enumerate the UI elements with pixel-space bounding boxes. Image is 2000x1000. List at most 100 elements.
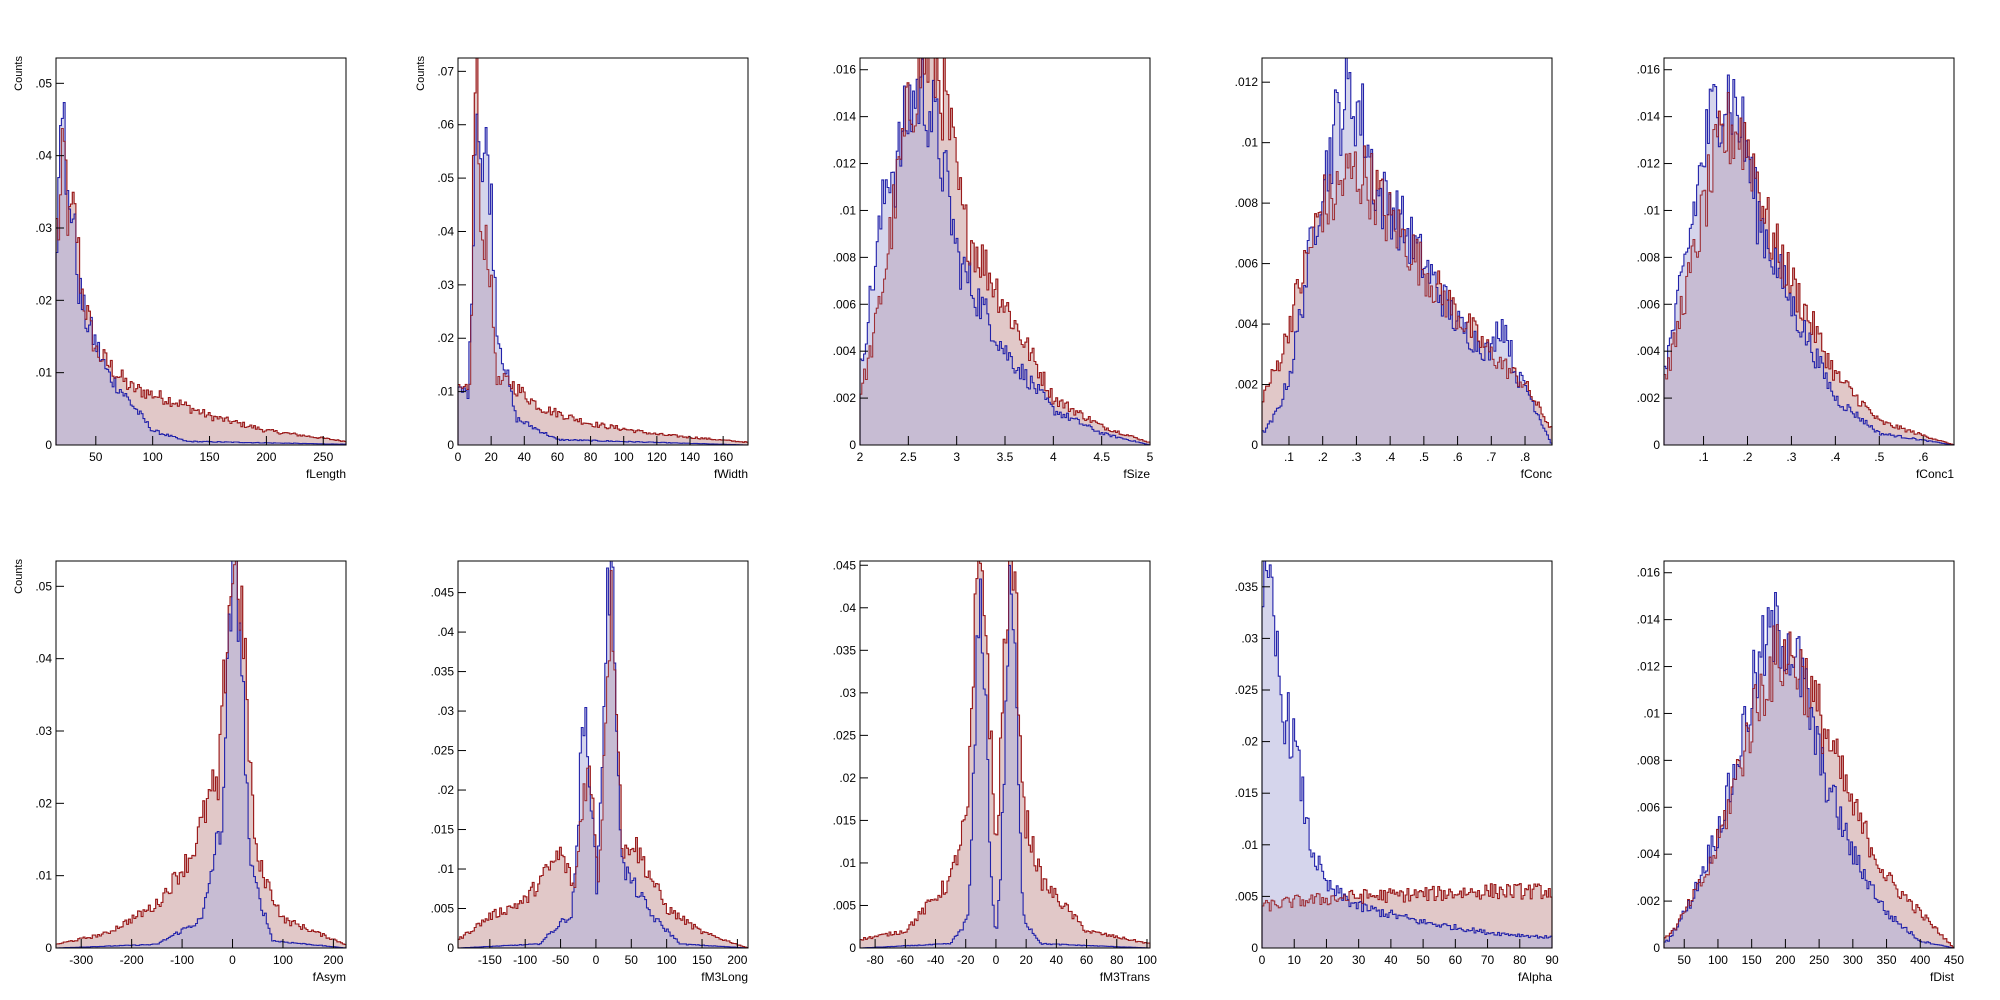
x-tick-label: 80 xyxy=(584,450,598,464)
plot-frame xyxy=(1663,560,1955,949)
background-histogram-outline xyxy=(457,570,749,949)
x-tick-label: 100 xyxy=(1708,953,1728,967)
x-axis-title: fM3Long xyxy=(701,970,748,984)
x-tick-label: 20 xyxy=(484,450,498,464)
y-tick-label: .016 xyxy=(1637,566,1661,580)
y-tick-label: .014 xyxy=(833,110,857,124)
y-tick-label: .03 xyxy=(437,278,454,292)
y-tick-label: .004 xyxy=(1637,344,1661,358)
x-axis-title: fAsym xyxy=(313,970,346,984)
x-tick-label: .2 xyxy=(1742,450,1752,464)
y-tick-label: .01 xyxy=(1643,203,1660,217)
x-axis-title: fSize xyxy=(1123,467,1150,481)
y-tick-label: .004 xyxy=(1637,847,1661,861)
y-tick-label: 0 xyxy=(45,438,52,452)
x-tick-label: 250 xyxy=(313,450,333,464)
x-tick-label: 80 xyxy=(1513,953,1527,967)
x-tick-label: 5 xyxy=(1147,450,1154,464)
histogram-panel-fConc: .1 .2 .3 .4 .5 .6 .7 .8 0 .002 .004 .006 .008 .01 .012… xyxy=(1235,57,1553,481)
y-tick-label: .01 xyxy=(35,366,52,380)
y-tick-label: .03 xyxy=(437,704,454,718)
x-tick-label: 100 xyxy=(143,450,163,464)
background-histogram-outline xyxy=(457,57,749,446)
y-tick-label: .045 xyxy=(431,586,455,600)
x-axis-title: fM3Trans xyxy=(1100,970,1150,984)
y-tick-label: .015 xyxy=(1235,786,1259,800)
x-tick-label: 50 xyxy=(89,450,103,464)
y-tick-label: .02 xyxy=(35,293,52,307)
y-tick-label: .01 xyxy=(437,862,454,876)
y-tick-label: .012 xyxy=(1637,660,1661,674)
background-histogram-outline xyxy=(859,560,1151,949)
x-axis-title: fConc xyxy=(1521,467,1552,481)
y-tick-label: .005 xyxy=(833,898,857,912)
background-histogram-outline xyxy=(55,128,347,446)
y-tick-label: .012 xyxy=(1637,157,1661,171)
y-tick-label: 0 xyxy=(447,941,454,955)
x-tick-label: -40 xyxy=(927,953,945,967)
plot-frame xyxy=(1663,57,1955,446)
x-tick-label: 100 xyxy=(1137,953,1157,967)
x-tick-label: 90 xyxy=(1545,953,1559,967)
y-tick-label: .035 xyxy=(431,665,455,679)
background-histogram xyxy=(55,560,347,949)
x-tick-label: -300 xyxy=(69,953,93,967)
plot-frame xyxy=(457,560,749,949)
signal-histogram xyxy=(860,564,1150,949)
x-tick-label: -50 xyxy=(552,953,570,967)
x-tick-label: -150 xyxy=(478,953,502,967)
histogram-panel-fDist: 50 100 150 200 250 300 350 400 450 0 .002 .004 .006.… xyxy=(1637,560,1964,984)
y-tick-label: .016 xyxy=(1637,63,1661,77)
y-tick-label: .045 xyxy=(833,558,857,572)
y-tick-label: 0 xyxy=(849,438,856,452)
y-tick-label: .014 xyxy=(1637,110,1661,124)
x-tick-label: -100 xyxy=(513,953,537,967)
histogram-panel-fM3Trans: -80 -60 -40 -20 0 20 40 60 80 100 0 .005 .01 .015 .02.… xyxy=(833,558,1158,984)
y-tick-label: 0 xyxy=(1653,438,1660,452)
y-tick-label: .02 xyxy=(437,783,454,797)
signal-histogram xyxy=(1663,74,1955,446)
x-tick-label: 0 xyxy=(993,953,1000,967)
x-tick-label: 70 xyxy=(1481,953,1495,967)
x-tick-label: -200 xyxy=(120,953,144,967)
y-tick-label: .03 xyxy=(35,724,52,738)
x-axis-title: fConc1 xyxy=(1916,467,1954,481)
x-tick-label: 50 xyxy=(1678,953,1692,967)
y-tick-label: .02 xyxy=(437,331,454,345)
plot-frame xyxy=(457,57,749,446)
x-tick-label: 200 xyxy=(323,953,343,967)
y-tick-label: .06 xyxy=(437,118,454,132)
x-axis-title: fAlpha xyxy=(1518,970,1552,984)
x-tick-label: -20 xyxy=(957,953,975,967)
histogram-panel-fWidth: 0 20 40 60 80 100 120 140 160 0 .01 .02 .03 .04 .05 .06… xyxy=(415,56,749,481)
y-axis-title: Counts xyxy=(415,56,427,91)
signal-histogram xyxy=(859,58,1151,446)
x-tick-label: 3.5 xyxy=(997,450,1014,464)
x-tick-label: 100 xyxy=(614,450,634,464)
y-tick-label: .03 xyxy=(35,221,52,235)
y-tick-label: .02 xyxy=(1241,735,1258,749)
y-axis-title: Counts xyxy=(13,559,25,594)
signal-histogram xyxy=(457,113,748,446)
y-tick-label: .07 xyxy=(437,64,454,78)
x-tick-label: 120 xyxy=(647,450,667,464)
x-tick-label: .8 xyxy=(1520,450,1530,464)
y-tick-label: 0 xyxy=(1653,941,1660,955)
x-tick-label: 80 xyxy=(1110,953,1124,967)
x-tick-label: 2 xyxy=(857,450,864,464)
histogram-panel-fConc1: .1 .2 .3 .4 .5 .6 0 .002 .004 .006 .008 .01 .012 .014… xyxy=(1637,57,1955,481)
x-axis-title: fLength xyxy=(306,467,346,481)
x-tick-label: 150 xyxy=(200,450,220,464)
y-tick-label: .004 xyxy=(833,344,857,358)
x-tick-label: 10 xyxy=(1288,953,1302,967)
y-tick-label: .006 xyxy=(1637,297,1661,311)
y-axis-title: Counts xyxy=(13,56,25,91)
x-tick-label: 300 xyxy=(1843,953,1863,967)
x-tick-label: 20 xyxy=(1019,953,1033,967)
y-tick-label: .002 xyxy=(1637,391,1661,405)
x-tick-label: 2.5 xyxy=(900,450,917,464)
y-tick-label: .015 xyxy=(833,813,857,827)
plot-frame xyxy=(1261,560,1553,949)
y-tick-label: .01 xyxy=(437,385,454,399)
signal-histogram xyxy=(1663,591,1955,949)
